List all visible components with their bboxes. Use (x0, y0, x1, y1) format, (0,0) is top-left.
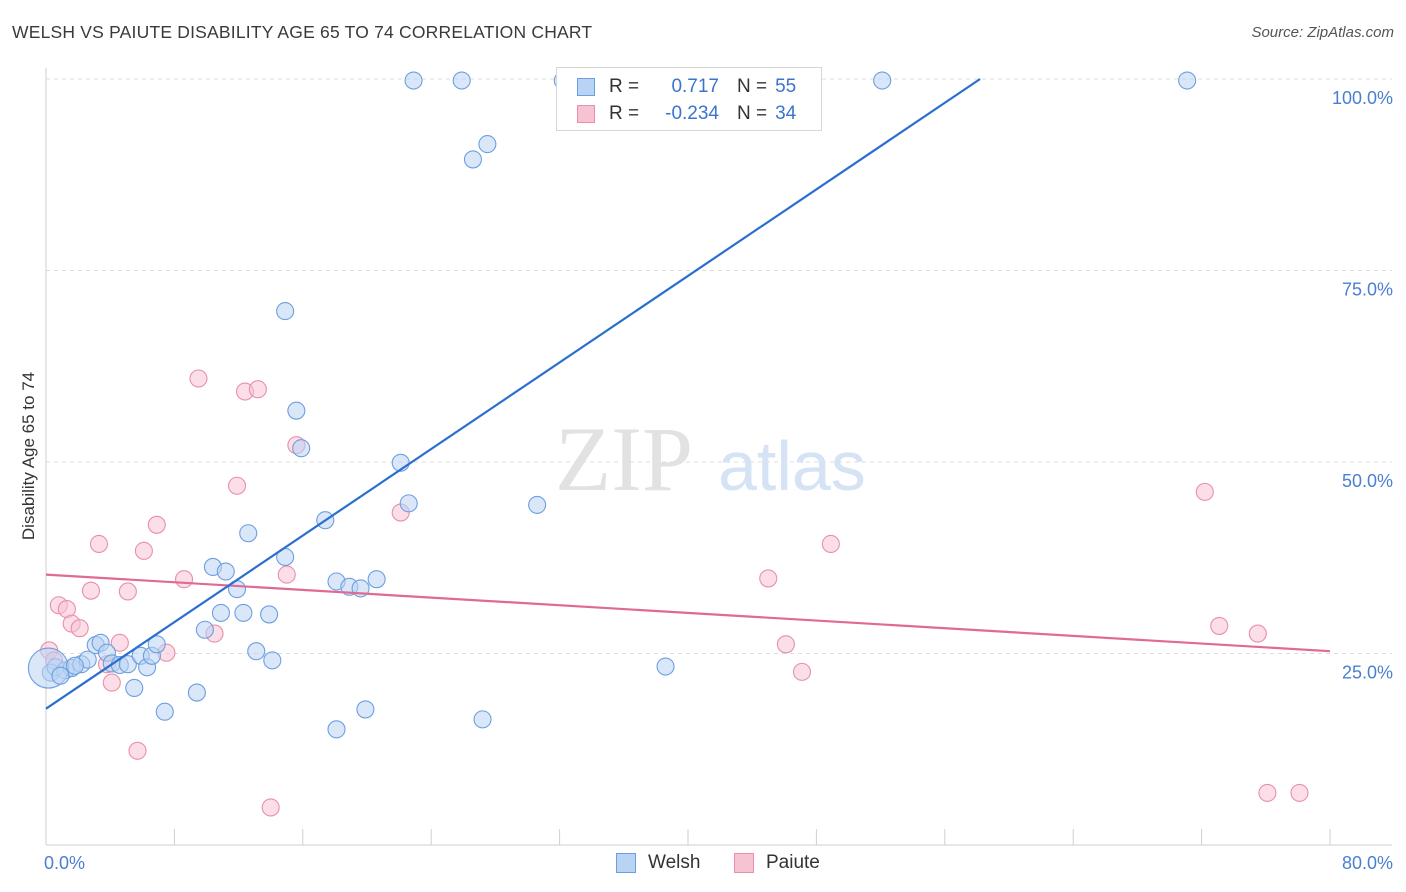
welsh-n-value: 55 (775, 76, 797, 97)
paiute-point (81, 581, 100, 600)
welsh-point (873, 71, 892, 90)
paiute-point (1248, 624, 1267, 643)
paiute-point (248, 380, 267, 399)
welsh-swatch (577, 78, 595, 96)
paiute-point (110, 633, 129, 652)
welsh-point (287, 401, 306, 420)
paiute-n-label: N = (737, 103, 768, 124)
paiute-swatch (577, 105, 595, 123)
welsh-point (260, 605, 279, 624)
welsh-point (327, 720, 346, 739)
paiute-trend-line (45, 573, 1331, 653)
welsh-point (452, 71, 471, 90)
legend-row-welsh: R = 0.717 N = 55 (577, 74, 796, 100)
y-tick-label-75: 75.0% (1342, 280, 1393, 300)
gridlines (46, 78, 1392, 654)
welsh-point (292, 439, 311, 458)
paiute-n-value: 34 (775, 103, 797, 124)
welsh-point (125, 678, 144, 698)
welsh-point (399, 494, 418, 513)
paiute-point (1290, 783, 1309, 802)
welsh-point (528, 495, 547, 514)
axes (45, 68, 1392, 846)
x-tick-label: 80.0% (1342, 853, 1393, 873)
welsh-point (234, 603, 253, 622)
y-tick-labels: 25.0% 50.0% 75.0% 100.0% (1332, 88, 1393, 683)
welsh-trend-line (45, 78, 981, 710)
y-tick-label-25: 25.0% (1342, 663, 1393, 683)
y-tick-label-50: 50.0% (1342, 471, 1393, 491)
paiute-point (792, 662, 812, 681)
welsh-point (656, 657, 675, 676)
paiute-point (102, 673, 121, 692)
welsh-point (147, 635, 166, 654)
watermark-zip: ZIP (555, 408, 693, 510)
trend-lines (45, 78, 1331, 710)
paiute-point (277, 565, 296, 584)
paiute-points (40, 369, 1309, 817)
paiute-point (1210, 616, 1229, 635)
paiute-point (189, 369, 208, 388)
welsh-n-label: N = (737, 76, 768, 97)
welsh-point (478, 135, 497, 154)
welsh-point (216, 562, 235, 581)
paiute-point (118, 582, 137, 601)
legend-row-paiute: R = -0.234 N = 34 (577, 101, 796, 127)
welsh-point (195, 620, 214, 639)
welsh-point (155, 702, 174, 721)
y-axis-label: Disability Age 65 to 74 (19, 372, 38, 540)
paiute-point (227, 476, 247, 495)
chart-title: WELSH VS PAIUTE DISABILITY AGE 65 TO 74 … (12, 22, 593, 42)
welsh-point (356, 700, 375, 719)
x-tick-label: 0.0% (44, 853, 85, 873)
paiute-r-label: R = (609, 103, 640, 124)
bottom-legend-welsh[interactable]: Welsh (616, 852, 700, 874)
paiute-point (261, 798, 280, 817)
y-tick-label-100: 100.0% (1332, 88, 1393, 108)
welsh-legend-swatch (616, 853, 636, 873)
welsh-r-label: R = (609, 76, 640, 97)
welsh-point (65, 656, 84, 675)
paiute-legend-label: Paiute (766, 852, 820, 873)
paiute-legend-swatch (734, 853, 754, 873)
welsh-point (463, 150, 482, 169)
paiute-point (134, 541, 153, 560)
bottom-legend-paiute[interactable]: Paiute (734, 852, 820, 874)
paiute-point (776, 635, 795, 654)
welsh-r-value: 0.717 (671, 76, 719, 97)
watermark-atlas: atlas (718, 427, 866, 505)
welsh-point (367, 570, 386, 589)
paiute-point (1258, 783, 1277, 802)
welsh-point (473, 710, 492, 729)
paiute-point (1195, 482, 1214, 501)
legend: R = 0.717 N = 55 R = -0.234 N = 34 (556, 67, 822, 131)
welsh-point (404, 71, 423, 90)
welsh-point (263, 651, 282, 670)
welsh-point (239, 524, 258, 543)
welsh-point (247, 642, 266, 661)
welsh-point (276, 302, 295, 321)
paiute-point (147, 515, 166, 534)
paiute-point (821, 534, 840, 554)
x-tick-labels: 0.0% 80.0% (44, 853, 1393, 873)
paiute-point (128, 741, 147, 760)
paiute-r-value: -0.234 (665, 103, 719, 124)
source-label: Source: ZipAtlas.com (1251, 24, 1394, 41)
watermark: ZIP atlas (555, 408, 866, 510)
welsh-legend-label: Welsh (648, 852, 701, 873)
welsh-point (118, 655, 137, 674)
welsh-point (1178, 71, 1197, 90)
welsh-point (187, 683, 206, 702)
paiute-point (89, 534, 109, 554)
welsh-point (51, 666, 70, 685)
welsh-points (27, 71, 1197, 739)
paiute-point (759, 569, 778, 588)
welsh-point (211, 603, 230, 622)
paiute-point (70, 619, 89, 638)
bottom-legend: Welsh Paiute (0, 852, 1406, 876)
paiute-point (174, 570, 194, 589)
